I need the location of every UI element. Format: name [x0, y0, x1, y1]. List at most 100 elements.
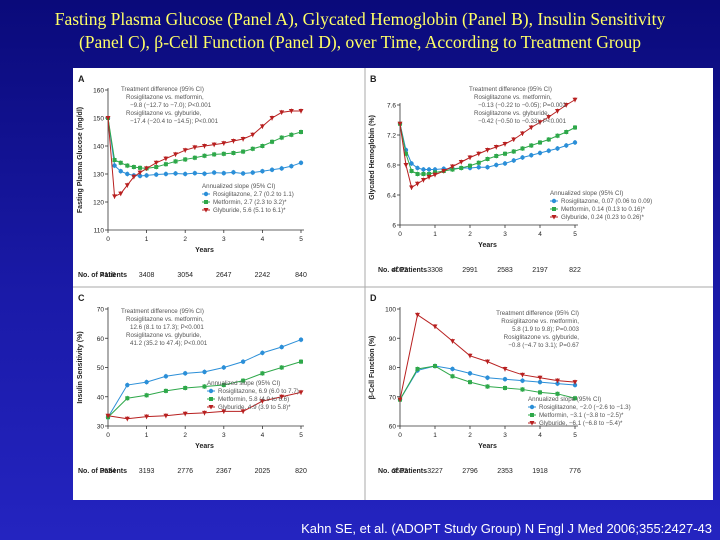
legend-marker [551, 198, 557, 204]
x-axis-label: Years [195, 247, 214, 254]
patients-count: 840 [295, 272, 307, 279]
data-point [269, 167, 275, 172]
data-point [415, 366, 420, 371]
data-point [450, 167, 455, 172]
data-point [409, 169, 414, 173]
legend-entry: Glyburide, 0.24 (0.23 to 0.26)* [561, 214, 644, 221]
legend-marker [530, 413, 534, 417]
data-point [426, 167, 432, 172]
patients-count: 2353 [497, 468, 513, 475]
data-point [118, 160, 123, 165]
data-point [573, 396, 577, 401]
x-tick-label: 1 [145, 236, 149, 243]
data-point [211, 170, 217, 175]
data-point [192, 155, 197, 160]
data-point [163, 171, 169, 177]
data-point [572, 140, 578, 145]
y-axis-label: Insulin Sensitivity (%) [77, 331, 84, 403]
data-point [433, 364, 437, 369]
data-point [520, 378, 525, 383]
legend-entry: Metformin, 5.8 (4.9 to 6.6) [218, 396, 289, 403]
patients-label: No. of Patients [78, 468, 127, 475]
data-point [202, 410, 207, 416]
data-point [260, 371, 265, 376]
data-point [511, 137, 517, 142]
y-tick-label: 110 [94, 228, 105, 235]
data-point [420, 178, 426, 183]
data-point [298, 390, 304, 395]
legend-title: Annualized slope (95% CI) [207, 380, 280, 387]
citation: Kahn SE, et al. (ADOPT Study Group) N En… [301, 521, 712, 536]
data-point [240, 359, 246, 364]
data-point [112, 163, 117, 168]
data-point [485, 165, 490, 170]
legend-marker [552, 207, 556, 211]
data-point [409, 161, 414, 166]
data-point [427, 172, 432, 176]
data-point [538, 140, 542, 145]
data-point [154, 172, 159, 177]
data-point [118, 169, 123, 174]
data-point [555, 133, 560, 138]
treatment-difference-text: 12.6 (8.1 to 17.3); P<0.001 [130, 324, 204, 331]
data-point [183, 371, 188, 376]
data-point [572, 97, 578, 103]
y-tick-label: 130 [93, 172, 104, 179]
data-point [173, 159, 178, 164]
data-point [163, 156, 169, 162]
data-point [112, 194, 118, 199]
legend-entry: Glyburide, 5.6 (5.1 to 6.1)* [213, 207, 286, 214]
data-point [546, 137, 551, 142]
x-tick-label: 1 [145, 432, 149, 439]
data-point [192, 170, 198, 176]
data-point [502, 366, 508, 372]
x-tick-label: 4 [261, 236, 265, 243]
data-point [476, 165, 481, 170]
data-point [528, 125, 534, 130]
data-point [299, 130, 303, 134]
x-tick-label: 4 [538, 432, 542, 439]
data-point [183, 385, 188, 390]
data-point [241, 149, 246, 154]
legend-entry: Metformin, 0.14 (0.13 to 0.16)* [561, 206, 646, 213]
data-point [564, 143, 569, 148]
data-point [202, 144, 207, 149]
patients-count: 4118 [100, 272, 115, 279]
y-tick-label: 6 [392, 223, 396, 230]
treatment-difference-text: Rosiglitazone vs. glyburide, [504, 334, 580, 341]
data-point [415, 181, 420, 187]
data-point [555, 378, 560, 384]
patients-count: 3193 [139, 468, 155, 475]
x-tick-label: 3 [222, 432, 226, 439]
data-point [260, 350, 265, 356]
legend-marker [208, 388, 214, 394]
data-point [279, 365, 284, 370]
data-point [409, 185, 415, 190]
data-point [231, 170, 236, 175]
series-glyburide [397, 312, 578, 403]
treatment-difference-text: Treatment difference (95% CI) [121, 86, 204, 93]
patients-count: 3054 [177, 272, 193, 279]
legend-marker [203, 208, 209, 213]
treatment-difference-text: Rosiglitazone vs. glyburide, [126, 110, 202, 117]
data-point [520, 372, 525, 378]
data-point [125, 396, 130, 401]
y-tick-label: 7.6 [387, 103, 396, 110]
data-point [211, 142, 217, 148]
x-axis-label: Years [195, 443, 214, 450]
panel-letter: D [370, 293, 377, 303]
data-point [221, 151, 226, 156]
data-point [202, 369, 207, 375]
data-point [546, 148, 551, 153]
data-point [124, 416, 130, 422]
data-point [538, 390, 542, 395]
data-point [221, 383, 226, 388]
data-point [520, 387, 525, 392]
data-point [279, 135, 284, 140]
data-point [298, 109, 304, 114]
data-point [163, 162, 168, 167]
data-point [131, 165, 136, 169]
data-point [241, 378, 246, 383]
data-point [105, 413, 111, 419]
data-point [221, 365, 226, 370]
